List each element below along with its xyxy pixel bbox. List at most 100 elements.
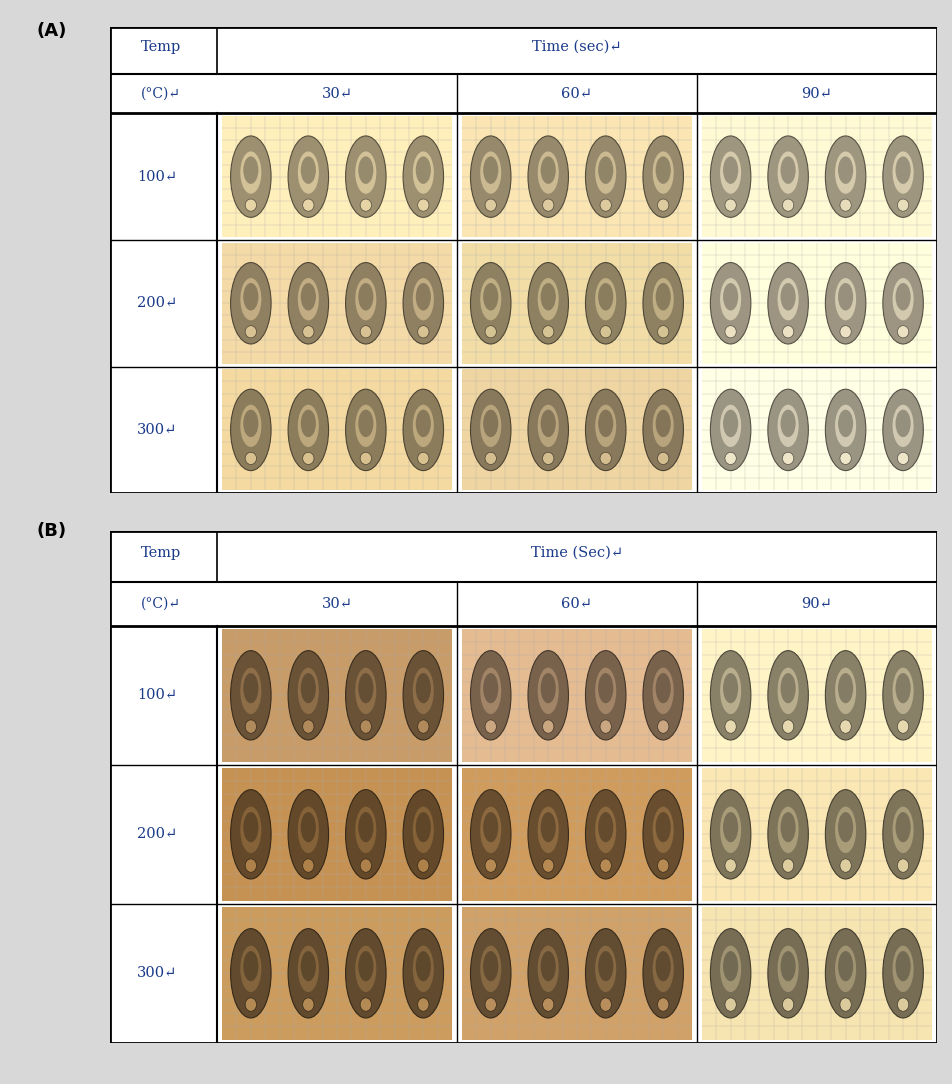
Ellipse shape — [895, 812, 910, 842]
Ellipse shape — [297, 668, 319, 714]
Text: 200↵: 200↵ — [137, 296, 177, 310]
Ellipse shape — [600, 199, 611, 211]
Ellipse shape — [882, 136, 922, 217]
Bar — [222, 116, 451, 237]
Ellipse shape — [723, 673, 738, 704]
Ellipse shape — [585, 929, 625, 1018]
Ellipse shape — [470, 929, 510, 1018]
Ellipse shape — [537, 279, 558, 321]
Ellipse shape — [470, 389, 510, 470]
Ellipse shape — [412, 279, 433, 321]
Ellipse shape — [709, 389, 750, 470]
Ellipse shape — [895, 410, 910, 437]
Ellipse shape — [723, 410, 738, 437]
Ellipse shape — [643, 136, 683, 217]
Text: (°C)↵: (°C)↵ — [141, 87, 181, 101]
Ellipse shape — [652, 945, 673, 992]
Ellipse shape — [412, 806, 433, 853]
Ellipse shape — [780, 283, 795, 310]
Ellipse shape — [777, 279, 798, 321]
Text: (A): (A) — [36, 22, 67, 40]
Text: 100↵: 100↵ — [137, 688, 177, 702]
Ellipse shape — [595, 668, 616, 714]
Ellipse shape — [346, 389, 386, 470]
Ellipse shape — [470, 262, 510, 344]
Ellipse shape — [415, 673, 430, 704]
Bar — [222, 243, 451, 364]
Ellipse shape — [782, 325, 793, 338]
Ellipse shape — [767, 650, 807, 740]
Ellipse shape — [724, 998, 736, 1011]
Ellipse shape — [895, 673, 910, 704]
Ellipse shape — [415, 951, 430, 981]
Ellipse shape — [897, 720, 908, 733]
Ellipse shape — [837, 283, 852, 310]
Ellipse shape — [480, 668, 501, 714]
Ellipse shape — [780, 812, 795, 842]
Ellipse shape — [403, 789, 443, 879]
Ellipse shape — [782, 998, 793, 1011]
Ellipse shape — [655, 283, 670, 310]
Ellipse shape — [358, 673, 373, 704]
Ellipse shape — [480, 152, 501, 194]
Ellipse shape — [837, 812, 852, 842]
Ellipse shape — [485, 720, 496, 733]
Ellipse shape — [709, 262, 750, 344]
Ellipse shape — [585, 136, 625, 217]
Ellipse shape — [839, 325, 850, 338]
Ellipse shape — [417, 998, 428, 1011]
Ellipse shape — [652, 279, 673, 321]
Ellipse shape — [415, 410, 430, 437]
Ellipse shape — [897, 859, 908, 873]
Ellipse shape — [358, 410, 373, 437]
Bar — [462, 629, 691, 762]
Ellipse shape — [297, 806, 319, 853]
Ellipse shape — [598, 673, 613, 704]
Ellipse shape — [240, 945, 261, 992]
Ellipse shape — [527, 650, 567, 740]
Ellipse shape — [243, 410, 258, 437]
Ellipse shape — [824, 262, 865, 344]
Ellipse shape — [724, 199, 736, 211]
Ellipse shape — [598, 410, 613, 437]
Ellipse shape — [483, 673, 498, 704]
Ellipse shape — [892, 279, 913, 321]
Text: 300↵: 300↵ — [136, 966, 177, 980]
Ellipse shape — [655, 156, 670, 184]
Ellipse shape — [403, 650, 443, 740]
Bar — [701, 767, 931, 901]
Ellipse shape — [230, 789, 270, 879]
Ellipse shape — [892, 806, 913, 853]
Ellipse shape — [245, 199, 256, 211]
Ellipse shape — [834, 404, 855, 447]
Ellipse shape — [542, 998, 553, 1011]
Ellipse shape — [540, 283, 555, 310]
Ellipse shape — [542, 199, 553, 211]
Ellipse shape — [780, 951, 795, 981]
Ellipse shape — [892, 945, 913, 992]
Ellipse shape — [230, 389, 270, 470]
Ellipse shape — [417, 720, 428, 733]
Ellipse shape — [657, 199, 668, 211]
Ellipse shape — [643, 389, 683, 470]
Ellipse shape — [655, 812, 670, 842]
Ellipse shape — [527, 789, 567, 879]
Ellipse shape — [655, 673, 670, 704]
Ellipse shape — [303, 199, 313, 211]
Ellipse shape — [527, 389, 567, 470]
Ellipse shape — [480, 279, 501, 321]
Text: Temp: Temp — [141, 545, 181, 559]
Ellipse shape — [834, 279, 855, 321]
Ellipse shape — [834, 152, 855, 194]
Ellipse shape — [720, 806, 741, 853]
Ellipse shape — [412, 668, 433, 714]
Ellipse shape — [600, 859, 611, 873]
Ellipse shape — [303, 998, 313, 1011]
Ellipse shape — [837, 156, 852, 184]
Ellipse shape — [780, 410, 795, 437]
Ellipse shape — [403, 262, 443, 344]
Text: 300↵: 300↵ — [136, 423, 177, 437]
Ellipse shape — [777, 945, 798, 992]
Ellipse shape — [297, 404, 319, 447]
Bar — [462, 116, 691, 237]
